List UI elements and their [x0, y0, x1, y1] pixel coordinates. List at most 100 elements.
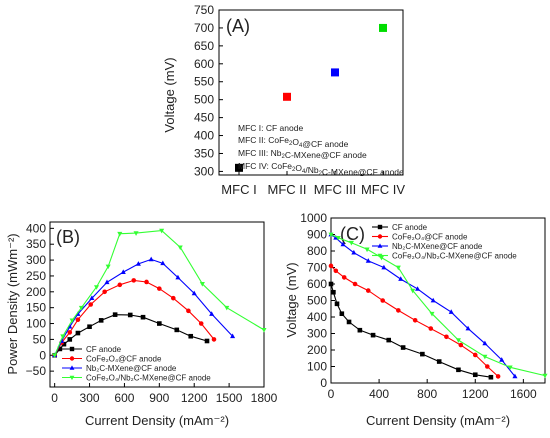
legend-entry: Nb₂C-MXene@CF anode	[392, 242, 483, 251]
data-point	[157, 321, 162, 326]
legend-entry: CoFe₂O₄/Nb₂C-MXene@CF anode	[392, 252, 517, 261]
data-point	[61, 341, 67, 347]
data-point	[448, 309, 454, 314]
panel-a-y-tick-label: 350	[194, 146, 214, 160]
data-point	[131, 278, 137, 283]
data-point	[335, 235, 341, 241]
panel-a-plot-frame	[218, 9, 404, 176]
panel-a-legend-entry: MFC III: Nb2C-MXene@CF anode	[238, 148, 367, 160]
data-point	[444, 334, 449, 340]
panel-a-y-tick-label: 650	[194, 39, 214, 53]
data-point	[341, 275, 347, 280]
y-tick-label: 350	[26, 237, 46, 251]
data-point	[455, 338, 461, 343]
data-point	[170, 295, 176, 301]
data-point	[144, 279, 149, 285]
y-tick-label: 500	[307, 294, 327, 308]
data-point	[482, 340, 488, 346]
data-point	[507, 365, 513, 371]
data-point	[175, 274, 181, 280]
x-tick-label: 0	[51, 391, 58, 405]
data-point	[484, 364, 490, 369]
panel-c-y-label: Voltage (mV)	[284, 262, 299, 337]
panel-c-series	[328, 231, 548, 380]
series-line	[54, 279, 215, 356]
data-point	[117, 282, 123, 288]
y-tick-label: 50	[33, 332, 47, 346]
data-point	[198, 321, 204, 326]
panel-b-plot-frame	[49, 221, 265, 388]
data-point	[89, 295, 95, 300]
panel-a-y-tick-label: 550	[194, 75, 214, 89]
data-point	[542, 373, 548, 379]
y-tick-label: 600	[307, 277, 327, 291]
panel-a-legend-entry: MFC IV: CoFe2O4/Nb2C-MXene@CF anode	[238, 161, 404, 177]
data-point	[57, 346, 63, 352]
panel-a-x-tick-label: MFC IV	[361, 182, 405, 197]
data-point	[186, 308, 191, 314]
data-point	[174, 327, 180, 333]
panel-a-chart: (A) 300 350 400 450 500 550 600 650 700 750 MFC I…	[162, 3, 405, 197]
legend-entry: CF anode	[86, 345, 122, 354]
data-point	[333, 268, 339, 274]
data-point	[224, 305, 230, 311]
data-point	[78, 305, 84, 311]
panel-a-y-tick-label: 300	[194, 164, 214, 178]
legend-entry: CoFe₂O₄/Nb₂C-MXene@CF anode	[86, 374, 211, 383]
data-point	[381, 264, 387, 270]
data-point	[365, 258, 371, 263]
data-point	[52, 353, 58, 359]
data-point	[188, 333, 194, 339]
data-point	[472, 352, 478, 358]
data-point	[346, 319, 352, 325]
y-tick-label: 300	[307, 327, 327, 341]
y-tick-label: 0	[39, 348, 46, 362]
panel-b-label: (B)	[56, 227, 80, 247]
legend-swatch-marker	[377, 224, 383, 230]
data-point	[436, 359, 442, 364]
panel-a-y-axis: 300 350 400 450 500 550 600 650 700 750	[194, 3, 223, 178]
panel-a-marker	[283, 92, 291, 101]
y-tick-label: 150	[26, 301, 46, 315]
x-tick-label: 600	[114, 391, 134, 405]
x-tick-label: 0	[328, 387, 335, 401]
x-tick-label: 1200	[462, 387, 489, 401]
data-point	[88, 302, 94, 307]
data-point	[499, 357, 505, 362]
data-point	[328, 281, 334, 287]
data-point	[365, 288, 371, 293]
panel-a-y-tick-label: 500	[194, 93, 214, 107]
panel-a-y-tick-label: 400	[194, 129, 214, 143]
y-tick-label: 700	[307, 261, 327, 275]
data-point	[117, 231, 123, 237]
data-point	[148, 256, 154, 262]
data-point	[120, 269, 126, 274]
data-point	[204, 338, 210, 344]
data-point	[211, 337, 217, 342]
series-line	[54, 258, 234, 356]
panel-a-x-axis: MFC I MFC II MFC III MFC IV	[221, 171, 405, 197]
panel-a-y-tick-label: 600	[194, 57, 214, 71]
data-point	[75, 330, 81, 336]
panel-a-x-tick-label: MFC I	[221, 182, 256, 197]
data-point	[429, 311, 435, 317]
panel-a-y-tick-label: 450	[194, 111, 214, 125]
panel-a-y-tick-label: 750	[194, 3, 214, 17]
y-tick-label: 300	[26, 253, 46, 267]
y-tick-label: 100	[26, 317, 46, 331]
data-point	[334, 301, 340, 307]
data-point	[75, 317, 81, 323]
data-point	[160, 260, 166, 266]
data-point	[512, 373, 518, 379]
data-point	[328, 263, 334, 269]
data-point	[157, 286, 162, 291]
data-point	[209, 311, 215, 316]
data-point	[430, 297, 436, 303]
data-point	[135, 261, 141, 266]
data-point	[333, 235, 339, 240]
data-point	[112, 312, 118, 317]
data-point	[395, 265, 401, 271]
panel-b-y-label: Power Density (mWm⁻²)	[5, 233, 20, 374]
